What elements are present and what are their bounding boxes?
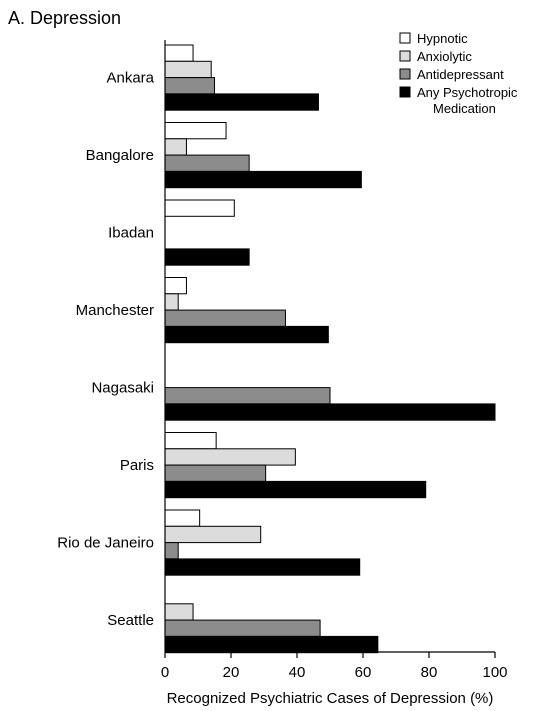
- bar-paris-any-psychotropic-medication: [164, 480, 427, 499]
- bar-bangalore-any-psychotropic-medication: [164, 170, 362, 189]
- legend-label-hypnotic: Hypnotic: [417, 31, 468, 46]
- bar-seattle-anxiolytic: [164, 603, 194, 621]
- category-label-manchester: Manchester: [76, 302, 154, 319]
- bar-bangalore-hypnotic: [164, 122, 227, 140]
- bar-ibadan-hypnotic: [164, 199, 235, 217]
- x-tick-label: 100: [482, 664, 507, 681]
- bar-ibadan-any-psychotropic-medication: [164, 248, 250, 266]
- category-label-paris: Paris: [120, 457, 154, 474]
- bar-nagasaki-any-psychotropic-medication: [164, 403, 496, 421]
- category-label-seattle: Seattle: [107, 612, 154, 629]
- category-label-rio-de-janeiro: Rio de Janeiro: [57, 535, 154, 552]
- bar-ankara-hypnotic: [164, 44, 194, 62]
- bar-rio-de-janeiro-hypnotic: [164, 509, 201, 527]
- legend: Hypnotic Anxiolytic Antidepressant Any Psyc…: [399, 31, 518, 116]
- bar-bangalore-anxiolytic: [164, 138, 187, 156]
- x-tick-label: 80: [421, 664, 438, 681]
- bar-bangalore-antidepressant: [164, 154, 250, 172]
- bar-paris-anxiolytic: [164, 448, 296, 466]
- category-label-ibadan: Ibadan: [108, 225, 154, 242]
- legend-swatch-anxiolytic: [399, 50, 411, 62]
- bar-manchester-any-psychotropic-medication: [164, 325, 329, 344]
- legend-label-any-psychotropic-medication: Any Psychotropic Medication: [417, 85, 518, 116]
- category-label-bangalore: Bangalore: [86, 147, 154, 164]
- bar-seattle-antidepressant: [164, 619, 321, 637]
- bar-manchester-anxiolytic: [164, 293, 179, 311]
- bar-ankara-any-psychotropic-medication: [164, 93, 319, 111]
- x-tick-label: 40: [289, 664, 306, 681]
- bar-seattle-any-psychotropic-medication: [164, 635, 379, 654]
- bar-manchester-antidepressant: [164, 309, 286, 327]
- category-label-ankara: Ankara: [106, 70, 154, 87]
- x-axis-label: Recognized Psychiatric Cases of Depressi…: [167, 690, 494, 707]
- bar-area: [164, 44, 496, 654]
- bar-rio-de-janeiro-any-psychotropic-medication: [164, 558, 361, 576]
- category-labels: Ankara Bangalore Ibadan Manchester Nagasaki P…: [57, 70, 154, 629]
- bar-rio-de-janeiro-anxiolytic: [164, 525, 262, 544]
- bar-ankara-anxiolytic: [164, 60, 212, 79]
- chart-title: A. Depression: [8, 8, 121, 28]
- legend-swatch-hypnotic: [399, 32, 411, 44]
- bar-rio-de-janeiro-antidepressant: [164, 542, 179, 560]
- bar-nagasaki-antidepressant: [164, 387, 331, 405]
- legend-swatch-antidepressant: [399, 68, 411, 80]
- bar-paris-hypnotic: [164, 432, 217, 450]
- legend-swatch-any-psychotropic-medication: [399, 86, 411, 98]
- x-tick-label: 60: [355, 664, 372, 681]
- x-tick-label: 20: [223, 664, 240, 681]
- legend-label-antidepressant: Antidepressant: [417, 67, 504, 82]
- legend-label-anxiolytic: Anxiolytic: [417, 49, 472, 64]
- bar-paris-antidepressant: [164, 464, 267, 482]
- x-axis-ticks: 0 20 40 60 80 100: [161, 652, 508, 681]
- bar-manchester-hypnotic: [164, 277, 187, 295]
- x-tick-label: 0: [161, 664, 169, 681]
- category-label-nagasaki: Nagasaki: [91, 380, 154, 397]
- bar-ankara-antidepressant: [164, 77, 215, 95]
